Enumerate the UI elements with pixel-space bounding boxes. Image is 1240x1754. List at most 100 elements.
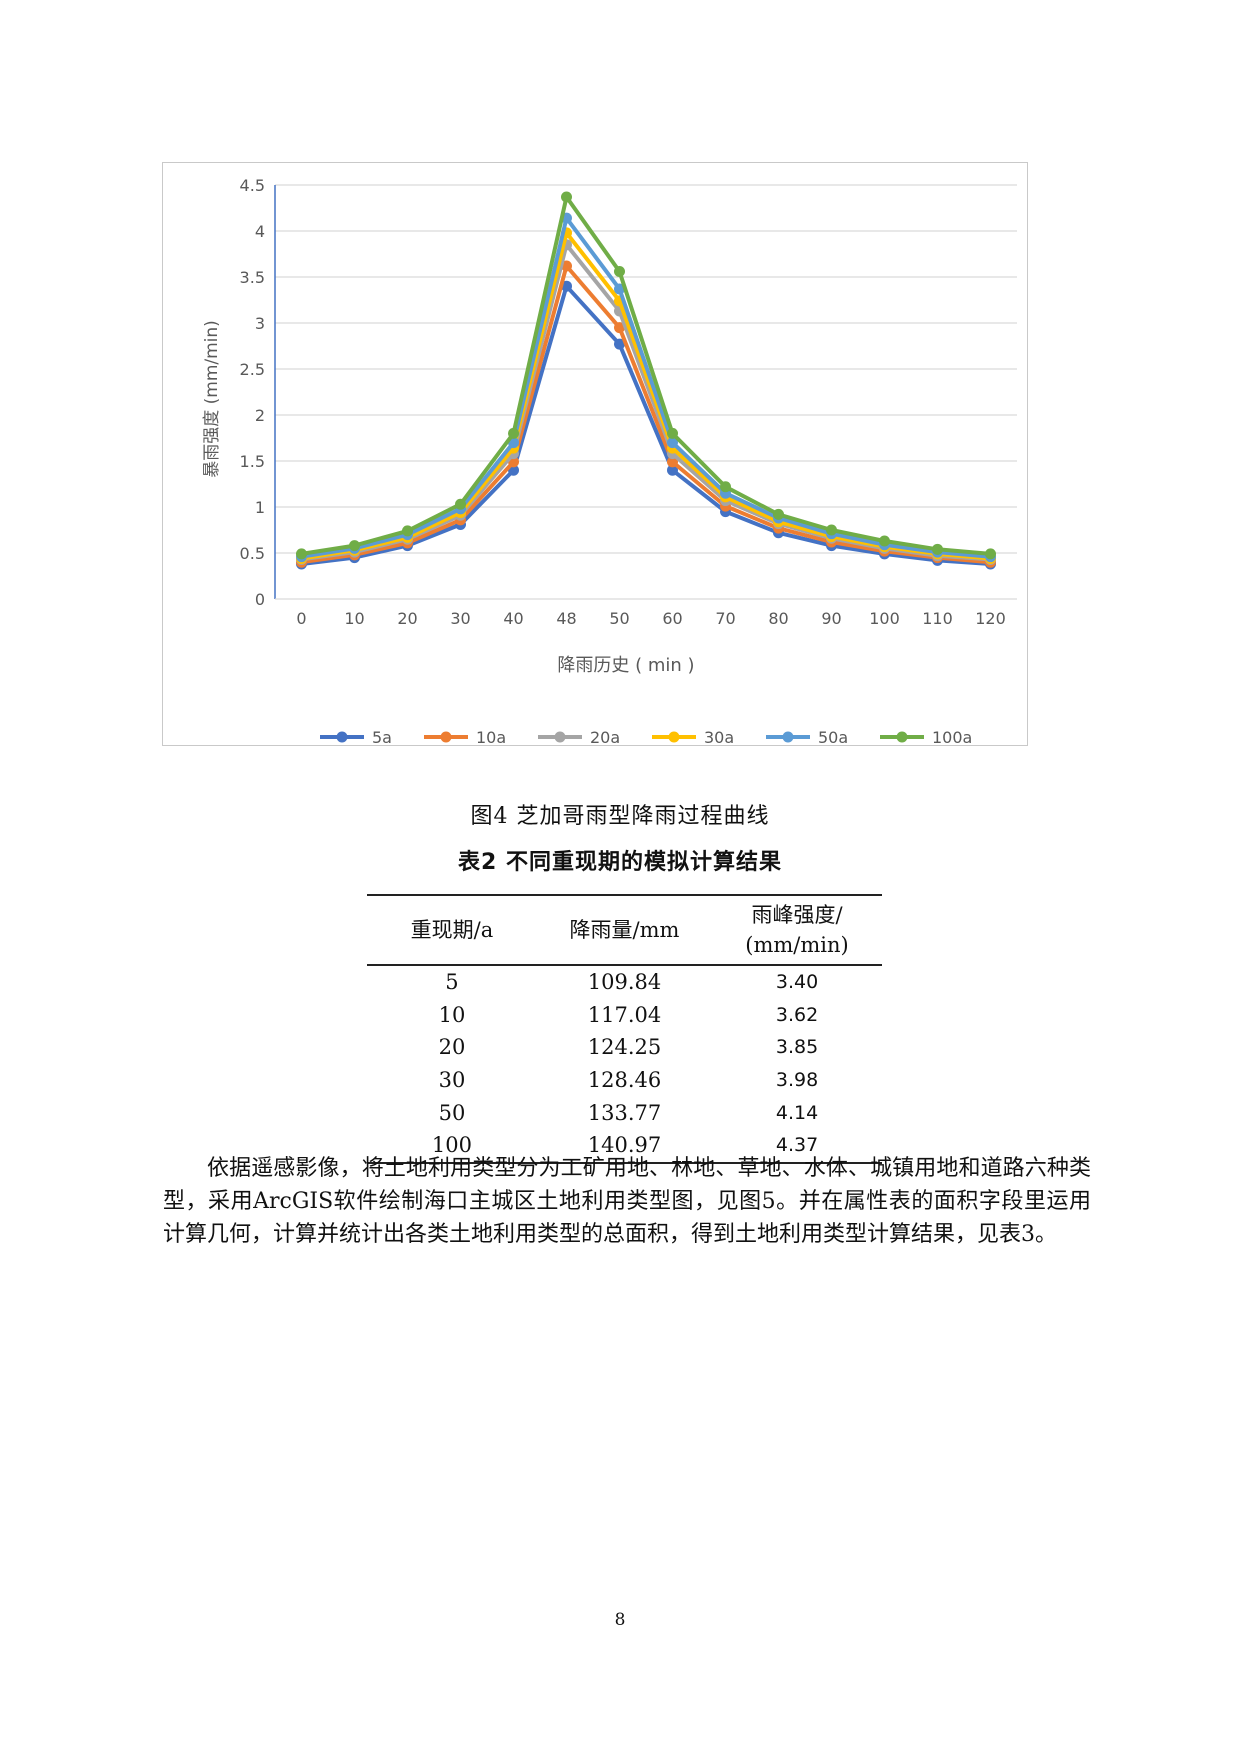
cell-return-period: 20 bbox=[438, 1035, 466, 1060]
figure-caption: 图4 芝加哥雨型降雨过程曲线 bbox=[470, 804, 770, 829]
data-point-100a bbox=[402, 525, 413, 537]
table-row: 100 140.97 4.37 bbox=[367, 1128, 882, 1164]
x-tick-label: 0 bbox=[296, 609, 306, 628]
x-tick-label: 30 bbox=[450, 609, 470, 628]
cell-return-period: 30 bbox=[438, 1068, 466, 1093]
table-row: 20 124.25 3.85 bbox=[367, 1031, 882, 1064]
data-point-50a bbox=[667, 437, 678, 449]
page-number: 8 bbox=[614, 1610, 626, 1630]
legend-marker-10a bbox=[440, 731, 452, 743]
series-line-10a bbox=[301, 264, 991, 565]
legend-marker-100a bbox=[896, 731, 908, 743]
x-tick-label: 90 bbox=[821, 609, 841, 628]
cell-peak-intensity: 4.14 bbox=[775, 1101, 819, 1124]
y-tick-label: 4 bbox=[255, 222, 265, 241]
legend-label: 50a bbox=[818, 728, 848, 747]
data-point-100a bbox=[561, 191, 572, 203]
x-tick-label: 40 bbox=[503, 609, 523, 628]
y-tick-labels: 0 0.5 1 1.5 2 2.5 3 3.5 4 4.5 bbox=[240, 176, 265, 609]
legend-label: 100a bbox=[932, 728, 972, 747]
cell-rainfall: 133.77 bbox=[587, 1100, 662, 1125]
data-point-100a bbox=[985, 548, 996, 560]
x-tick-label: 70 bbox=[715, 609, 735, 628]
cell-peak-intensity: 4.37 bbox=[712, 1128, 882, 1164]
legend-marker-20a bbox=[554, 731, 566, 743]
results-table: 重现期/a 降雨量/mm 雨峰强度/ (mm/min) 5 109.84 3.4… bbox=[367, 894, 882, 1164]
data-point-100a bbox=[296, 548, 307, 560]
data-point-5a bbox=[667, 464, 678, 476]
x-tick-label: 120 bbox=[975, 609, 1006, 628]
x-tick-label: 48 bbox=[556, 609, 576, 628]
y-tick-label: 2 bbox=[255, 406, 265, 425]
data-point-10a bbox=[614, 322, 625, 334]
chart-series bbox=[296, 191, 996, 570]
y-tick-label: 0 bbox=[255, 590, 265, 609]
legend-marker-30a bbox=[668, 731, 680, 743]
data-point-100a bbox=[455, 498, 466, 510]
header-rainfall: 降雨量/mm bbox=[536, 894, 713, 966]
data-point-100a bbox=[773, 508, 784, 520]
series-line-100a bbox=[301, 195, 991, 556]
header-return-period: 重现期/a bbox=[367, 894, 537, 966]
rainfall-chart: 0 0.5 1 1.5 2 2.5 3 3.5 4 4.5 0 10 20 30 40 48 50 60 70 80… bbox=[162, 162, 1028, 747]
x-tick-label: 60 bbox=[662, 609, 682, 628]
data-point-100a bbox=[879, 535, 890, 547]
header-peak-intensity: 雨峰强度/ (mm/min) bbox=[712, 894, 882, 966]
data-point-100a bbox=[720, 481, 731, 493]
cell-rainfall: 128.46 bbox=[587, 1068, 662, 1093]
cell-rainfall: 124.25 bbox=[587, 1035, 662, 1060]
y-axis-label: 暴雨强度 (mm/min) bbox=[202, 320, 222, 478]
data-point-100a bbox=[508, 427, 519, 439]
x-tick-label: 10 bbox=[344, 609, 364, 628]
x-axis-label: 降雨历史 ( min ) bbox=[557, 655, 694, 676]
y-tick-label: 3.5 bbox=[240, 268, 265, 287]
table-row: 5 109.84 3.40 bbox=[367, 965, 882, 999]
chart-svg: 0 0.5 1 1.5 2 2.5 3 3.5 4 4.5 0 10 20 30 40 48 50 60 70 80… bbox=[202, 176, 1017, 747]
cell-peak-intensity: 3.98 bbox=[775, 1069, 819, 1092]
legend-marker-50a bbox=[782, 731, 794, 743]
header-peak-intensity-line1: 雨峰强度/ bbox=[751, 903, 843, 927]
cell-rainfall: 109.84 bbox=[587, 970, 662, 995]
chart-legend: 5a 10a 20a 30a 50a 100a bbox=[320, 728, 972, 747]
cell-return-period: 10 bbox=[438, 1002, 466, 1027]
legend-label: 5a bbox=[372, 728, 392, 747]
cell-peak-intensity: 3.40 bbox=[775, 971, 819, 994]
table-row: 10 117.04 3.62 bbox=[367, 999, 882, 1032]
cell-rainfall: 117.04 bbox=[587, 1002, 662, 1027]
cell-peak-intensity: 3.62 bbox=[775, 1003, 819, 1026]
cell-peak-intensity: 3.85 bbox=[775, 1036, 819, 1059]
y-tick-label: 4.5 bbox=[240, 176, 265, 195]
table-row: 30 128.46 3.98 bbox=[367, 1064, 882, 1097]
table-caption: 表2 不同重现期的模拟计算结果 bbox=[458, 850, 782, 875]
header-peak-intensity-line2: (mm/min) bbox=[745, 933, 849, 957]
x-tick-label: 100 bbox=[869, 609, 900, 628]
x-tick-labels: 0 10 20 30 40 48 50 60 70 80 90 100 110 120 bbox=[296, 609, 1005, 628]
y-tick-label: 2.5 bbox=[240, 360, 265, 379]
data-point-100a bbox=[932, 543, 943, 555]
cell-return-period: 100 bbox=[367, 1128, 537, 1164]
data-point-100a bbox=[614, 265, 625, 277]
cell-return-period: 5 bbox=[445, 970, 459, 995]
legend-label: 30a bbox=[704, 728, 734, 747]
body-paragraph: 依据遥感影像，将土地利用类型分为工矿用地、林地、草地、水体、城镇用地和道路六种类… bbox=[163, 1156, 1091, 1247]
data-point-100a bbox=[826, 524, 837, 536]
legend-marker-5a bbox=[336, 731, 348, 743]
series-line-5a bbox=[301, 284, 991, 566]
x-tick-label: 110 bbox=[922, 609, 953, 628]
x-tick-label: 80 bbox=[768, 609, 788, 628]
legend-label: 20a bbox=[590, 728, 620, 747]
y-tick-label: 3 bbox=[255, 314, 265, 333]
cell-return-period: 50 bbox=[438, 1100, 466, 1125]
series-line-50a bbox=[301, 216, 991, 559]
y-tick-label: 1 bbox=[255, 498, 265, 517]
y-tick-label: 0.5 bbox=[240, 544, 265, 563]
legend-label: 10a bbox=[476, 728, 506, 747]
table-row: 50 133.77 4.14 bbox=[367, 1096, 882, 1129]
y-tick-label: 1.5 bbox=[240, 452, 265, 471]
data-point-100a bbox=[667, 427, 678, 439]
x-tick-label: 20 bbox=[397, 609, 417, 628]
x-tick-label: 50 bbox=[609, 609, 629, 628]
data-point-10a bbox=[667, 456, 678, 468]
cell-rainfall: 140.97 bbox=[536, 1128, 713, 1164]
data-point-100a bbox=[349, 540, 360, 552]
